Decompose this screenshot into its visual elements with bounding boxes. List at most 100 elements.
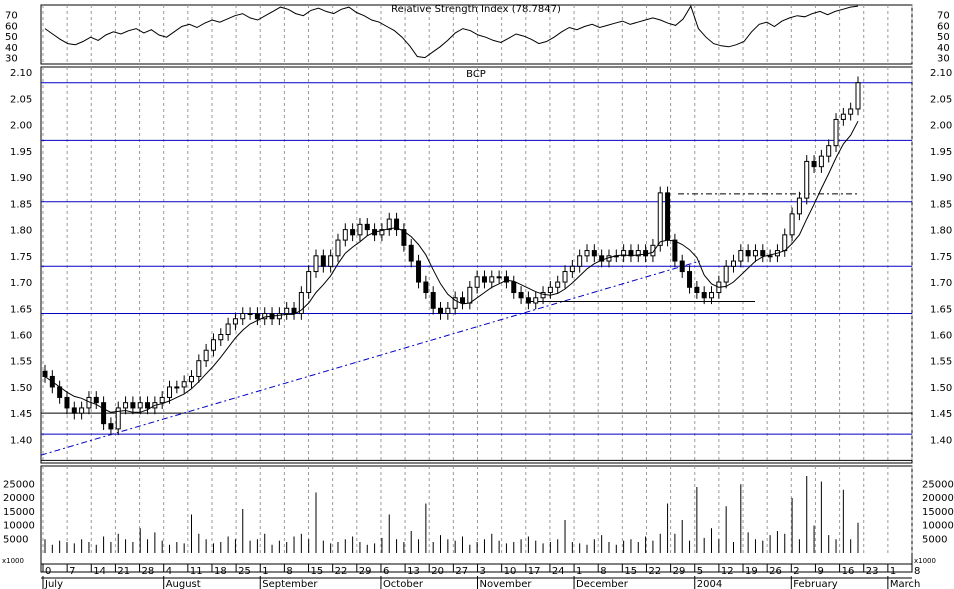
candle-body [503, 276, 509, 283]
x-month-label: July [44, 579, 63, 589]
rsi-title: Relative Strength Index (78.7847) [391, 4, 561, 15]
x-day-label: 2 [793, 566, 799, 577]
candle-body [518, 292, 524, 299]
candle-body [328, 255, 334, 267]
candle-body [752, 250, 758, 257]
rsi-line [44, 4, 859, 59]
candle-body [826, 145, 832, 157]
x-day-label: 15 [624, 566, 637, 577]
candle-body [848, 108, 854, 115]
volume-tick-right: 5000 [922, 534, 947, 545]
price-tick-left: 2.00 [10, 121, 32, 132]
x-day-label: 3 [480, 566, 486, 577]
x-day-label: 14 [93, 566, 106, 577]
candle-body [665, 192, 671, 241]
x-day-label: 24 [552, 566, 565, 577]
candle-body [416, 260, 422, 283]
candle-body [93, 396, 99, 404]
candle-body [489, 276, 495, 283]
price-tick-left: 1.55 [10, 357, 32, 368]
candle-body [210, 339, 216, 351]
candle-body [840, 113, 846, 120]
candle-body [467, 286, 473, 304]
candle-body [796, 197, 802, 215]
x-day-label: 23 [866, 566, 879, 577]
price-tick-right: 1.95 [930, 147, 952, 158]
candle-body [145, 402, 151, 409]
price-panel-frame [40, 66, 913, 464]
x-day-label: 27 [455, 566, 468, 577]
x-day-label: 25 [238, 566, 251, 577]
candle-body [496, 276, 502, 279]
candle-body [694, 286, 700, 294]
x-day-label: 5 [697, 566, 703, 577]
candle-body [306, 271, 312, 294]
volume-tick-left: 15000 [3, 507, 35, 518]
x-month-label: November [480, 579, 533, 589]
rsi-tick-right: 30 [937, 54, 950, 65]
x-month-label: February [793, 579, 837, 589]
rsi-tick-left: 30 [5, 54, 18, 65]
candle-body [804, 160, 810, 199]
candle-body [525, 297, 531, 304]
candle-body [577, 255, 583, 267]
x-month-label: December [576, 579, 629, 589]
candle-body [430, 292, 436, 309]
candle-body [188, 375, 194, 383]
x-day-label: 8 [914, 566, 920, 577]
candle-body [247, 313, 253, 316]
candle-body [394, 218, 400, 231]
candle-body [401, 229, 407, 246]
rsi-series [44, 4, 859, 59]
candle-body [738, 250, 744, 262]
x-day-label: 0 [45, 566, 51, 577]
price-tick-right: 1.60 [930, 330, 952, 341]
candle-body [240, 313, 246, 320]
x-day-label: 9 [817, 566, 823, 577]
x-day-label: 1 [890, 566, 896, 577]
x-month-label: August [166, 579, 201, 589]
price-tick-right: 1.75 [930, 252, 952, 263]
x-month-label: September [262, 579, 318, 589]
candle-body [115, 407, 121, 430]
candle-body [481, 276, 487, 283]
price-tick-right: 2.10 [930, 68, 952, 79]
price-tick-right: 1.90 [930, 173, 952, 184]
x-day-label: 21 [117, 566, 130, 577]
candle-body [540, 292, 546, 299]
candle-body [291, 307, 297, 315]
candle-body [167, 386, 173, 398]
candle-body [137, 402, 143, 409]
volume-panel-frame [40, 465, 913, 573]
x-day-label: 11 [190, 566, 203, 577]
rsi-tick-right: 50 [937, 32, 950, 43]
x-day-label: 29 [673, 566, 686, 577]
candle-body [760, 250, 766, 257]
candle-body [679, 260, 685, 273]
price-tick-left: 1.65 [10, 304, 32, 315]
candle-body [203, 349, 209, 362]
candle-body [789, 213, 795, 236]
price-tick-right: 1.55 [930, 357, 952, 368]
x-day-label: 12 [721, 566, 734, 577]
x-day-label: 28 [142, 566, 155, 577]
volume-tick-left: 25000 [3, 479, 35, 490]
candle-body [123, 402, 129, 409]
price-tick-left: 1.90 [10, 173, 32, 184]
candle-body [584, 250, 590, 257]
price-tick-left: 1.70 [10, 278, 32, 289]
x-month-label: March [890, 579, 920, 589]
candle-body [320, 255, 326, 267]
price-tick-right: 2.05 [930, 94, 952, 105]
price-tick-left: 2.10 [10, 68, 32, 79]
price-tick-right: 2.00 [930, 121, 952, 132]
volume-tick-right: 10000 [922, 521, 954, 532]
axes: 0 7 14 21 28 4 11 18 25 1 8 15 22 29 6 13 20 27 3 10 17 24 1 8 1… [3, 11, 954, 589]
rsi-tick-left: 40 [5, 43, 18, 54]
price-tick-left: 1.40 [10, 435, 32, 446]
price-tick-left: 1.95 [10, 147, 32, 158]
x-day-label: 6 [383, 566, 389, 577]
trend-line [40, 260, 701, 456]
x-day-label: 13 [407, 566, 420, 577]
